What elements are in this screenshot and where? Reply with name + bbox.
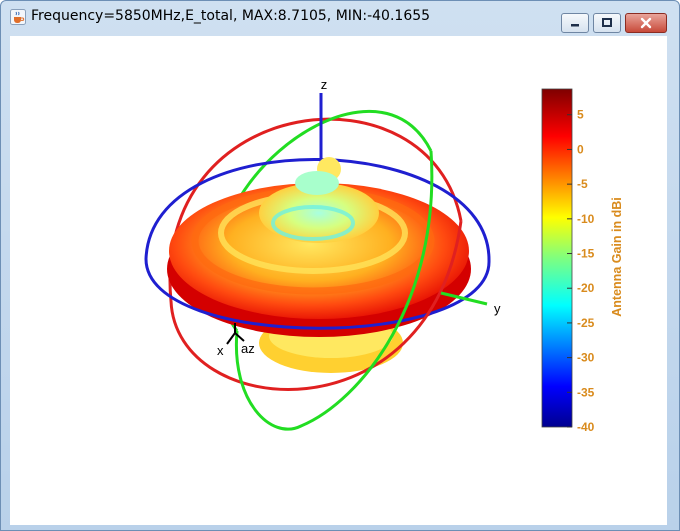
y-axis-line — [440, 291, 488, 306]
z-axis-label: z — [321, 77, 328, 92]
maximize-button[interactable] — [593, 13, 621, 33]
pattern-rings-front — [144, 150, 491, 431]
colorbar-tick-label: -20 — [577, 281, 595, 295]
colorbar-tick-label: 0 — [577, 142, 584, 156]
colorbar-tick-label: 5 — [577, 108, 584, 122]
close-icon — [640, 17, 652, 29]
maximize-icon — [602, 18, 612, 27]
colorbar: 5 0 -5 -10 -15 -20 -25 -30 -35 -40 Antenna Gain i… — [541, 88, 624, 434]
origin-triad — [226, 323, 245, 345]
colorbar-tick-label: -35 — [577, 385, 595, 399]
minimize-icon — [571, 24, 579, 27]
colorbar-tick-label: -15 — [577, 247, 595, 261]
minimize-button[interactable] — [561, 13, 589, 33]
colorbar-tick-label: -40 — [577, 420, 595, 434]
colorbar-tick-label: -10 — [577, 212, 595, 226]
plot-canvas[interactable]: z y x az 5 0 -5 -10 -15 -20 -25 -30 -35 -40 Anten… — [10, 36, 667, 525]
colorbar-tick-label: -30 — [577, 351, 595, 365]
window-title: Frequency=5850MHz,E_total, MAX:8.7105, M… — [31, 8, 431, 24]
y-axis-label: y — [494, 301, 501, 316]
colorbar-gradient — [541, 88, 573, 428]
elevation-ring-red — [168, 117, 463, 302]
x-axis-label: x — [217, 343, 224, 358]
colorbar-tick-label: -25 — [577, 316, 595, 330]
colorbar-label: Antenna Gain in dBi — [610, 197, 624, 316]
radiation-pattern-plot: z y x az 5 0 -5 -10 -15 -20 -25 -30 -35 -40 Anten… — [144, 77, 624, 434]
colorbar-tick-label: -5 — [577, 177, 588, 191]
colorbar-ticks: 5 0 -5 -10 -15 -20 -25 -30 -35 -40 — [567, 108, 595, 434]
java-cup-icon — [10, 9, 26, 25]
main-lobe — [167, 157, 471, 337]
az-axis-label: az — [241, 341, 255, 356]
title-bar[interactable]: Frequency=5850MHz,E_total, MAX:8.7105, M… — [1, 1, 679, 33]
close-button[interactable] — [625, 13, 667, 33]
